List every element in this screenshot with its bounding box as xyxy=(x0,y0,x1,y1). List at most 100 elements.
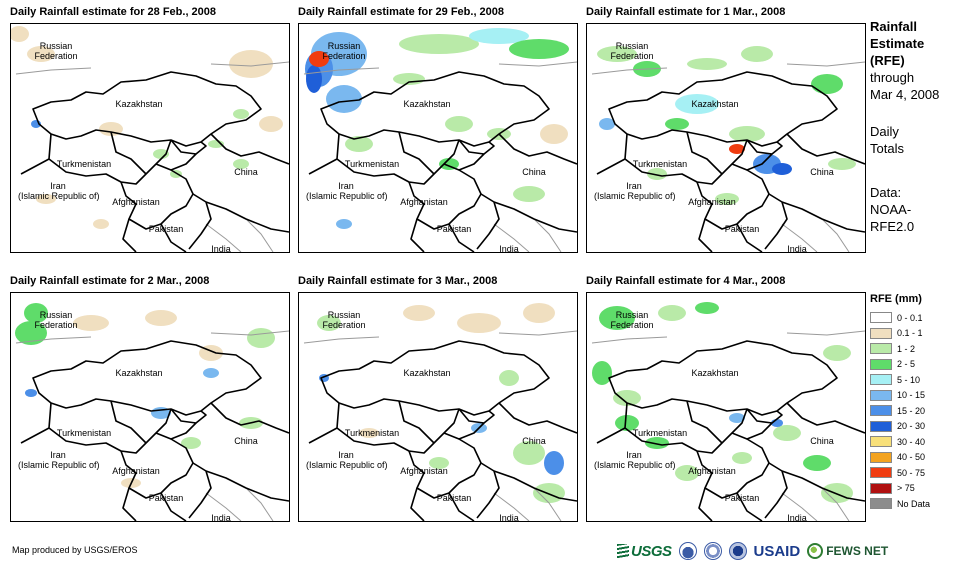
country-label-china: China xyxy=(206,436,286,446)
country-label-line: Russian xyxy=(39,41,73,51)
legend-label: 0.1 - 1 xyxy=(897,328,923,339)
legend-label: 15 - 20 xyxy=(897,405,926,416)
country-border xyxy=(20,133,289,233)
rainfall-area xyxy=(153,149,169,159)
rainfall-area xyxy=(499,370,519,386)
country-label-line: Afghanistan xyxy=(400,466,448,476)
rainfall-area xyxy=(665,118,689,130)
legend-swatch xyxy=(870,436,892,448)
minor-border xyxy=(303,61,577,75)
country-border xyxy=(20,402,289,502)
map-canvas xyxy=(591,46,865,252)
country-label-pakistan: Pakistan xyxy=(702,493,782,503)
legend-label: > 75 xyxy=(897,483,915,494)
rainfall-area xyxy=(73,315,109,331)
rainfall-map: Russian Federation Kazakhstan Turkmenistan I… xyxy=(586,292,866,522)
minor-border xyxy=(493,487,562,521)
rainfall-area xyxy=(533,483,565,503)
country-border xyxy=(398,131,435,175)
legend-swatch xyxy=(870,343,892,355)
rainfall-area xyxy=(181,437,201,449)
country-border xyxy=(32,71,262,147)
country-label-line: Pakistan xyxy=(724,224,760,234)
country-label-india: India xyxy=(181,244,261,252)
country-border xyxy=(698,193,788,252)
rainfall-area xyxy=(403,305,435,321)
legend-swatch xyxy=(870,389,892,401)
country-label-kazakhstan: Kazakhstan xyxy=(387,368,467,378)
legend-swatch xyxy=(870,374,892,386)
minor-border xyxy=(205,218,274,252)
country-label-line: Russian xyxy=(39,310,73,320)
rainfall-area xyxy=(658,305,686,321)
legend-label: 1 - 2 xyxy=(897,343,916,354)
country-label-line: Pakistan xyxy=(148,224,184,234)
legend-swatch xyxy=(870,498,892,510)
map-credit: Map produced by USGS/EROS xyxy=(12,545,138,555)
legend-item: 10 - 15 xyxy=(870,388,965,404)
legend-swatch xyxy=(870,405,892,417)
country-border xyxy=(155,422,197,440)
country-label-china: China xyxy=(494,436,574,446)
noaa-logo-icon xyxy=(678,542,697,560)
country-border xyxy=(686,131,723,175)
country-label-line: (Islamic Republic of) xyxy=(306,460,388,470)
legend-label: 30 - 40 xyxy=(897,436,926,447)
minor-border xyxy=(781,487,850,521)
country-label-line: India xyxy=(787,244,807,253)
legend-swatch xyxy=(870,451,892,463)
rainfall-area xyxy=(675,465,699,481)
country-label-line: Turkmenistan xyxy=(344,159,400,169)
rainfall-area xyxy=(803,455,831,471)
country-label-kazakhstan: Kazakhstan xyxy=(675,99,755,109)
country-label-turkmenistan: Turkmenistan xyxy=(44,428,124,438)
country-label-line: Iran xyxy=(626,450,642,460)
country-label-russia: Russian Federation xyxy=(16,41,96,61)
rainfall-area xyxy=(647,168,667,180)
rainfall-area xyxy=(11,26,29,42)
rainfall-area xyxy=(317,315,341,331)
minor-border xyxy=(591,330,865,344)
country-label-afghanistan: Afghanistan xyxy=(96,466,176,476)
rainfall-area xyxy=(15,321,47,345)
panel-title: Daily Rainfall estimate for 28 Feb., 200… xyxy=(10,6,217,18)
country-label-line: Kazakhstan xyxy=(403,368,451,378)
country-label-line: (Islamic Republic of) xyxy=(18,460,100,470)
country-label-line: India xyxy=(787,513,807,522)
legend-label: 10 - 15 xyxy=(897,390,926,401)
country-label-kazakhstan: Kazakhstan xyxy=(675,368,755,378)
rainfall-area xyxy=(469,28,529,44)
country-label-russia: Russian Federation xyxy=(304,310,384,330)
legend-label: 20 - 30 xyxy=(897,421,926,432)
rfe-title-line3: (RFE) xyxy=(870,53,905,68)
legend-swatch xyxy=(870,358,892,370)
country-label-line: Federation xyxy=(322,320,366,330)
country-label-india: India xyxy=(181,513,261,521)
rainfall-area xyxy=(615,415,639,431)
country-label-afghanistan: Afghanistan xyxy=(96,197,176,207)
country-label-line: Federation xyxy=(610,320,654,330)
country-label-india: India xyxy=(469,513,549,521)
country-label-line: (Islamic Republic of) xyxy=(18,191,100,201)
rainfall-area xyxy=(523,303,555,323)
country-label-india: India xyxy=(469,244,549,252)
rainfall-area xyxy=(544,451,564,475)
country-border xyxy=(320,71,550,147)
minor-border xyxy=(303,330,577,344)
rainfall-area xyxy=(393,73,425,85)
country-label-line: Federation xyxy=(322,51,366,61)
country-border xyxy=(110,400,147,444)
country-border xyxy=(731,422,773,440)
rainfall-area xyxy=(359,428,379,438)
country-label-iran: Iran (Islamic Republic of) xyxy=(594,450,676,470)
map-canvas xyxy=(303,303,577,521)
usaid-logo: USAID xyxy=(753,542,801,560)
rainfall-area xyxy=(429,457,449,469)
legend-item: 0 - 0.1 xyxy=(870,310,965,326)
country-label-line: Russian xyxy=(615,310,649,320)
data-source-2: RFE2.0 xyxy=(870,219,915,234)
legend-title: RFE (mm) xyxy=(870,293,922,305)
rainfall-area xyxy=(93,219,109,229)
rainfall-area xyxy=(513,186,545,202)
usaid-seal-icon xyxy=(728,542,747,560)
